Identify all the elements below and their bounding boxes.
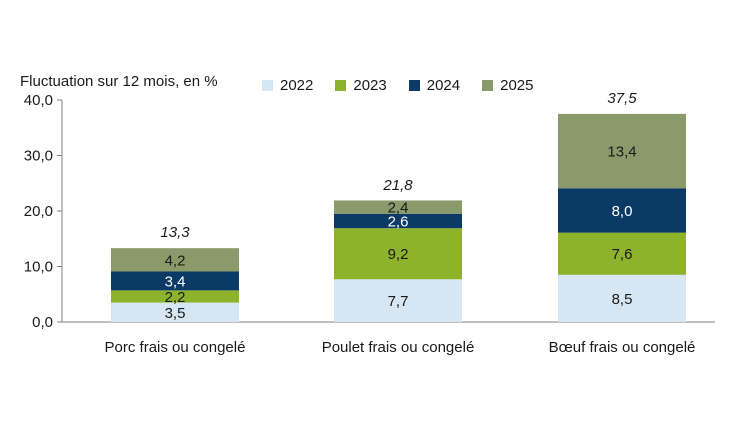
bar-segment [111, 302, 239, 322]
legend-label: 2025 [500, 77, 534, 94]
y-tick-label: 30,0 [24, 148, 53, 165]
legend: 2022 2023 2024 2025 [262, 77, 556, 94]
category-label: Porc frais ou congelé [105, 339, 246, 356]
data-label: 9,2 [388, 246, 409, 263]
data-label: 3,5 [165, 305, 186, 322]
y-tick-label: 40,0 [24, 92, 53, 109]
total-label: 37,5 [607, 90, 637, 107]
y-tick-label: 10,0 [24, 259, 53, 276]
bar-segment [558, 232, 686, 275]
legend-swatch [335, 80, 347, 91]
legend-label: 2023 [353, 77, 387, 94]
y-tick-label: 0,0 [32, 314, 53, 331]
category-label: Bœuf frais ou congelé [549, 339, 696, 356]
data-label: 2,4 [388, 200, 409, 217]
bar-segment [558, 113, 686, 189]
data-label: 8,5 [612, 291, 633, 308]
bar-segment [334, 213, 462, 229]
data-label: 3,4 [165, 273, 186, 290]
category-label: Poulet frais ou congelé [322, 339, 475, 356]
y-axis-title: Fluctuation sur 12 mois, en % [20, 73, 218, 90]
legend-label: 2024 [426, 77, 461, 94]
data-label: 4,2 [165, 252, 186, 269]
legend-swatch [482, 80, 494, 91]
bar-segment [334, 279, 462, 322]
bar-segment [111, 290, 239, 303]
y-tick-label: 20,0 [24, 203, 53, 220]
total-label: 13,3 [160, 224, 190, 241]
legend-swatch [262, 80, 273, 91]
bar-segment [334, 200, 462, 214]
bar-segment [111, 271, 239, 291]
legend-item: 2022 [262, 77, 313, 94]
total-label: 21,8 [382, 177, 413, 194]
legend-item: 2024 [408, 77, 461, 94]
legend-swatch [408, 80, 420, 91]
bar-segment [558, 274, 686, 322]
data-label: 2,2 [165, 289, 186, 306]
legend-label: 2022 [280, 77, 314, 94]
data-label: 7,7 [388, 293, 409, 310]
data-label: 2,6 [388, 213, 409, 230]
legend-item: 2025 [482, 77, 534, 94]
bar-segment [334, 228, 462, 280]
data-label: 8,0 [612, 203, 633, 220]
legend-item: 2023 [335, 77, 387, 94]
data-label: 7,6 [612, 246, 633, 263]
data-label: 13,4 [607, 144, 636, 161]
bar-segment [111, 248, 239, 272]
bar-segment [558, 188, 686, 233]
